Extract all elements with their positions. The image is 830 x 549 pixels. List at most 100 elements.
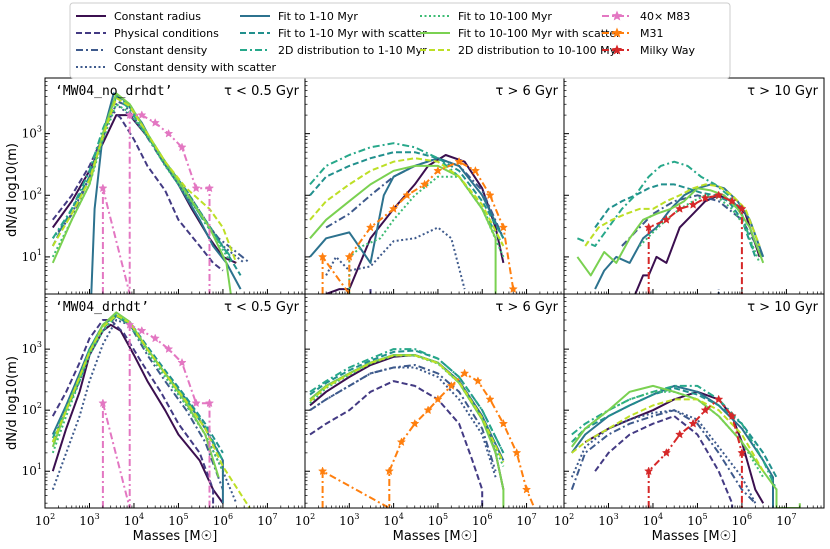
x-axis-label: Masses [M☉] (393, 529, 478, 544)
series-line (309, 366, 497, 478)
series-marker (388, 204, 399, 213)
x-tick-exponent: 3 (614, 512, 619, 521)
y-tick-exponent: 1 (37, 248, 42, 257)
panel: τ > 10 Gyr (563, 77, 825, 295)
x-tick-label: 107 (257, 512, 277, 528)
x-tick-label: 106 (213, 512, 233, 528)
series-marker (396, 437, 407, 447)
series-marker (98, 398, 108, 408)
panel-title: τ > 6 Gyr (496, 300, 559, 315)
series-line (571, 384, 778, 508)
legend-marker (611, 10, 623, 21)
series-marker (204, 183, 215, 193)
series-marker (675, 204, 685, 213)
legend-label: 2D distribution to 10-100 Myr (458, 44, 621, 57)
series-marker (498, 418, 509, 428)
series-marker (714, 190, 724, 200)
series-marker (317, 252, 328, 261)
series-marker (423, 405, 433, 415)
series-marker (737, 448, 747, 457)
panel-title: τ < 0.5 Gyr (224, 84, 300, 99)
y-tick-exponent: 1 (37, 462, 42, 471)
series-line (309, 349, 505, 454)
series-marker (498, 222, 509, 232)
series-line (309, 364, 497, 472)
series-group (570, 384, 801, 508)
legend-label: Fit to 10-100 Myr (458, 10, 552, 23)
y-tick-label: 101 (22, 462, 42, 478)
series-line (309, 380, 484, 508)
panel-title: τ < 0.5 Gyr (224, 300, 300, 315)
y-tick-exponent: 3 (37, 340, 42, 349)
panel: 102 103 104 105 106 107 τ > 6 Gyr (295, 293, 565, 528)
series-marker (150, 333, 160, 343)
y-tick-label: 102 (22, 186, 42, 202)
series-marker (485, 190, 495, 200)
series-line (51, 96, 238, 264)
series-line (309, 157, 505, 264)
x-tick-label: 103 (598, 512, 618, 528)
series-line (638, 194, 761, 264)
series-line (321, 160, 515, 294)
x-tick-exponent: 4 (139, 512, 144, 521)
y-tick-exponent: 2 (37, 186, 42, 195)
series-line (584, 183, 761, 247)
x-tick-exponent: 7 (792, 512, 797, 521)
series-line (576, 187, 765, 277)
panel-name: ‘MW04_no_drhdt’ (55, 84, 172, 99)
panels-layer: 101 102 103 τ < 0.5 Gyr ‘MW04_no_drhdt’ τ > 6… (22, 77, 825, 528)
series-marker (410, 418, 420, 428)
series-marker (125, 110, 135, 120)
series-marker (137, 110, 147, 120)
x-tick-exponent: 4 (658, 512, 663, 521)
legend-label: Fit to 1-10 Myr with scatter (278, 27, 427, 40)
series-line (570, 384, 801, 508)
panel: 101 102 103 τ < 0.5 Gyr ‘MW04_no_drhdt’ (22, 77, 306, 295)
series-line (309, 151, 505, 239)
series-marker (644, 466, 654, 476)
series-marker (661, 214, 671, 224)
series-line (309, 354, 505, 463)
series-marker (433, 165, 443, 175)
x-tick-label: 104 (383, 512, 403, 528)
series-line (594, 183, 757, 258)
x-tick-label: 104 (124, 512, 144, 528)
series-marker (402, 190, 412, 200)
series-marker (419, 179, 430, 189)
series-line (325, 154, 505, 294)
x-tick-exponent: 6 (747, 512, 752, 521)
series-line (571, 387, 778, 478)
series-marker (125, 319, 135, 329)
y-axis-label: dN/d log10(m) (5, 143, 20, 237)
series-marker (675, 429, 685, 439)
series-marker (688, 199, 698, 209)
legend-label: Fit to 10-100 Myr with scatter (458, 27, 621, 40)
series-line (51, 314, 224, 454)
series-marker (508, 284, 518, 294)
series-marker (727, 196, 737, 206)
x-tick-exponent: 5 (703, 512, 708, 521)
y-tick-exponent: 2 (37, 401, 42, 410)
y-tick-label: 102 (22, 401, 42, 417)
series-line (309, 164, 497, 294)
series-marker (204, 398, 215, 408)
series-marker (177, 357, 187, 367)
y-axis-label: dN/d log10(m) (5, 356, 20, 450)
x-tick-exponent: 2 (50, 512, 55, 521)
series-marker (446, 381, 456, 390)
series-marker (191, 183, 201, 193)
series-marker (714, 394, 724, 404)
x-axis-label: Masses [M☉] (133, 529, 218, 544)
x-tick-exponent: 6 (228, 512, 233, 521)
series-group (576, 160, 765, 294)
panel-frame (304, 77, 565, 295)
legend-marker (611, 27, 623, 38)
series-marker (512, 448, 522, 457)
x-tick-label: 105 (428, 512, 448, 528)
series-marker (473, 376, 483, 386)
series-line (51, 319, 215, 508)
series-group (51, 311, 251, 508)
x-tick-label: 102 (295, 512, 315, 528)
series-line (52, 103, 245, 264)
